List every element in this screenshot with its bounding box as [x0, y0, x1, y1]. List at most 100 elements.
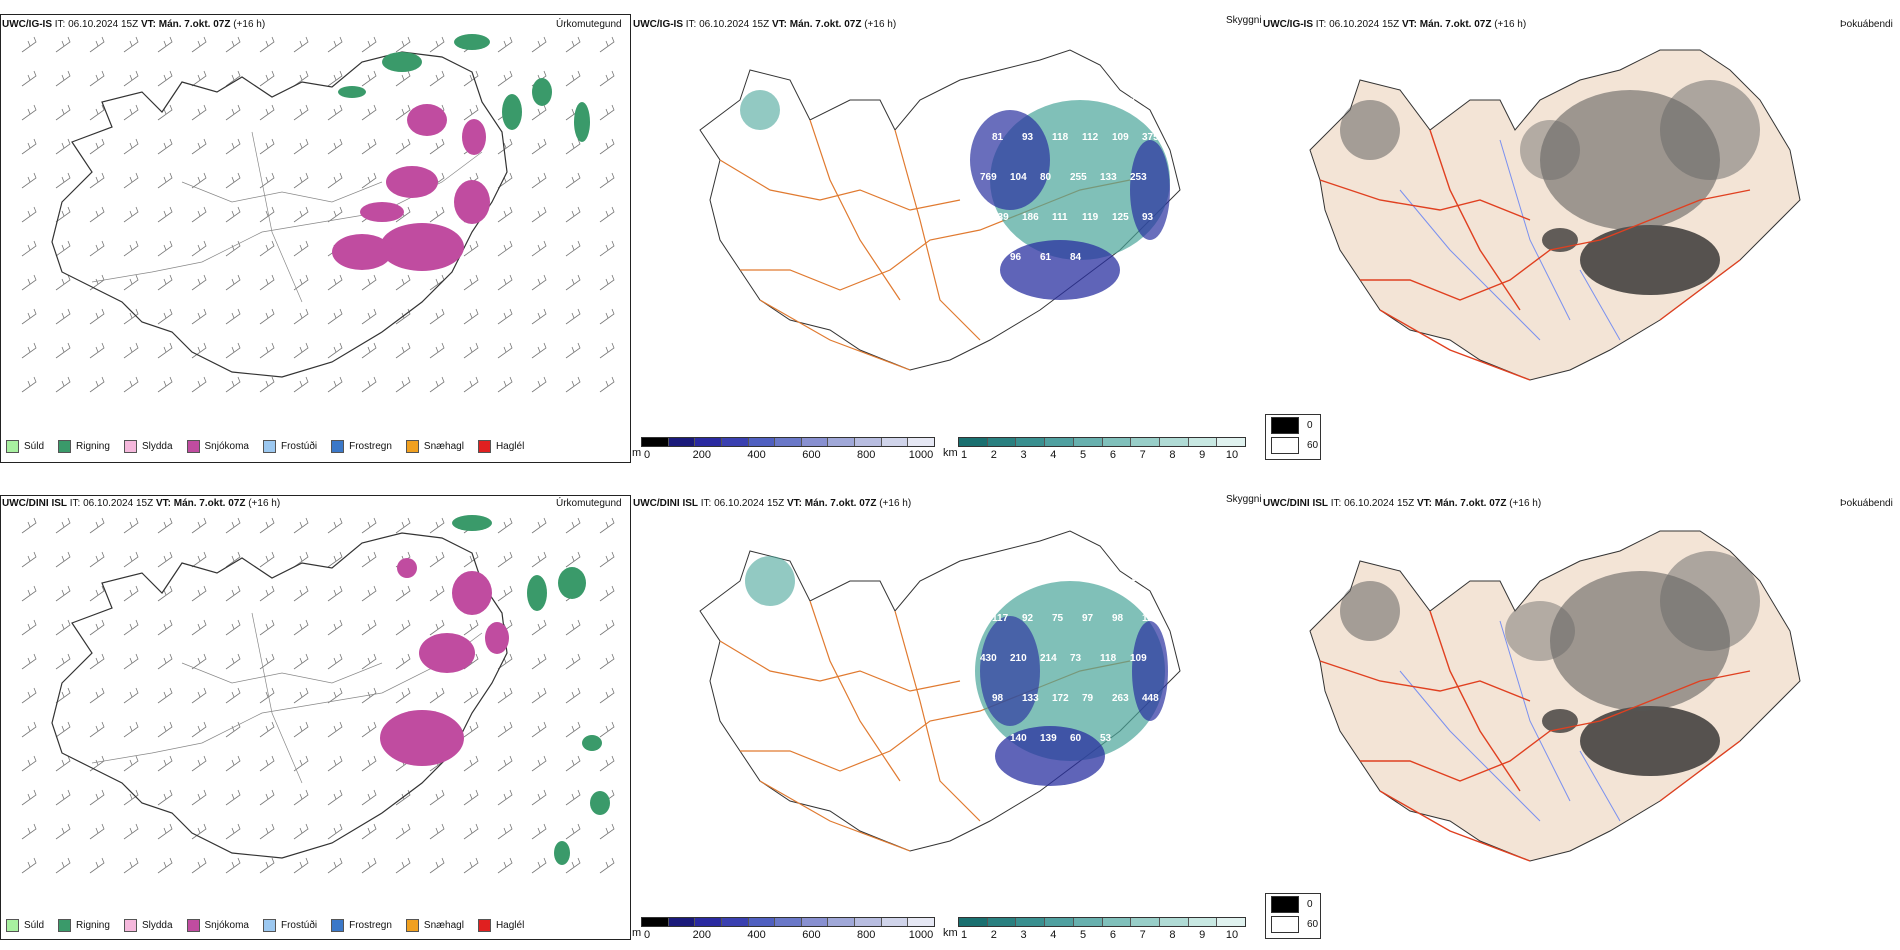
wind-barb — [89, 138, 105, 155]
colorbar-cell — [987, 438, 1017, 446]
wind-barb — [327, 619, 343, 636]
visibility-value-label: 109 — [1130, 653, 1147, 664]
fog-shading — [1340, 551, 1760, 776]
wind-barb — [463, 104, 479, 121]
row-1: UWC/IG-IS IT: 06.10.2024 15Z VT: Mán. 7.… — [0, 14, 1893, 463]
wind-barb — [89, 308, 105, 325]
wind-barb — [55, 551, 71, 568]
wind-barb — [157, 687, 173, 704]
it-value: 06.10.2024 15Z — [1344, 498, 1415, 509]
wind-barb — [531, 240, 547, 257]
wind-barb — [293, 240, 309, 257]
wind-barb — [429, 517, 445, 534]
wind-barb — [293, 70, 309, 87]
wind-barb — [395, 36, 411, 53]
colorbar-ticks: 0 200 400 600 800 1000 — [641, 447, 935, 461]
wind-barb — [259, 274, 275, 291]
wind-barb — [55, 308, 71, 325]
wind-barb — [361, 585, 377, 602]
wind-barb — [327, 585, 343, 602]
fog-legend: 0 60 — [1265, 893, 1321, 939]
colorbar-tick-label: 0 — [643, 449, 651, 461]
wind-barb — [123, 857, 139, 874]
wind-barb — [293, 687, 309, 704]
model-name: UWC/IG-IS — [1263, 19, 1313, 30]
wind-barb — [395, 857, 411, 874]
wind-barb — [327, 857, 343, 874]
colorbar-cells — [641, 917, 935, 927]
wind-barb — [259, 789, 275, 806]
visibility-value-label: 81 — [992, 132, 1004, 143]
colorbar-tick-label: 7 — [1139, 929, 1146, 941]
colorbar-cell — [1045, 438, 1074, 446]
wind-barb — [21, 138, 37, 155]
colorbar-tick-label: 800 — [857, 449, 876, 461]
visibility-value-label: 118 — [1052, 132, 1069, 143]
precip-map — [21, 34, 615, 393]
wind-barb — [497, 342, 513, 359]
colorbar-cell — [855, 918, 882, 926]
wind-barb — [531, 274, 547, 291]
colorbar-tick-label: 10 — [1225, 449, 1239, 461]
wind-barb — [327, 721, 343, 738]
wind-barb — [225, 240, 241, 257]
lead-time: (+16 h) — [233, 19, 266, 30]
fog-legend-item: 0 — [1266, 894, 1320, 914]
colorbar-cell — [959, 918, 988, 926]
colorbar-cell — [642, 918, 669, 926]
wind-barb — [463, 823, 479, 840]
visibility-value-label: 140 — [1010, 733, 1027, 744]
vt-label: VT: — [786, 498, 802, 509]
wind-barb — [599, 585, 615, 602]
colorbar-cell — [1159, 918, 1189, 926]
rivers — [1399, 139, 1621, 341]
model-name: UWC/IG-IS — [633, 19, 683, 30]
wind-barb — [225, 36, 241, 53]
visibility-value-label: 172 — [1052, 693, 1069, 704]
legend-item: Rigning — [58, 440, 110, 453]
model-name: UWC/DINI ISL — [1263, 498, 1328, 509]
visibility-value-label: 139 — [1040, 733, 1057, 744]
vis-title-line: UWC/DINI ISL IT: 06.10.2024 15Z VT: Mán.… — [633, 498, 911, 509]
wind-barb — [123, 755, 139, 772]
wind-barb — [225, 857, 241, 874]
visibility-value-label: 80 — [1040, 172, 1052, 183]
wind-barb — [191, 653, 207, 670]
wind-barb — [463, 70, 479, 87]
visibility-value-label: 75 — [1052, 613, 1064, 624]
wind-barb — [327, 104, 343, 121]
wind-barb — [123, 721, 139, 738]
vt-value: Mán. 7.okt. 07Z — [789, 19, 862, 30]
wind-barb — [89, 653, 105, 670]
visibility-value-label: 94 — [1070, 573, 1082, 584]
visibility-value-label: 92 — [980, 573, 992, 584]
wind-barb — [565, 653, 581, 670]
wind-barb — [259, 517, 275, 534]
visibility-value-label: 100 — [1010, 92, 1027, 103]
wind-barb — [327, 138, 343, 155]
legend-label: Snæhagl — [423, 920, 464, 931]
wind-barb — [55, 138, 71, 155]
low-visibility-areas — [745, 556, 1168, 786]
colorbar-cell — [1159, 438, 1189, 446]
wind-barb — [89, 517, 105, 534]
colorbar-tick-label: 400 — [747, 449, 766, 461]
visibility-value-label: 448 — [1142, 693, 1159, 704]
colorbar-cells — [958, 437, 1246, 447]
wind-barb — [157, 138, 173, 155]
legend-label: Slydda — [141, 920, 173, 931]
fog-panel-title: Þokuábendi — [1840, 498, 1893, 509]
wind-barb — [191, 619, 207, 636]
wind-barb — [395, 517, 411, 534]
wind-barb — [55, 70, 71, 87]
it-label: IT: — [54, 19, 66, 30]
wind-barb — [191, 138, 207, 155]
wind-barb — [463, 687, 479, 704]
visibility-value-label: 79 — [1082, 693, 1094, 704]
wind-barb — [157, 857, 173, 874]
wind-barb — [21, 36, 37, 53]
wind-barb — [259, 172, 275, 189]
fog-legend-item: 60 — [1266, 914, 1320, 934]
wind-barb — [191, 687, 207, 704]
wind-barb — [293, 789, 309, 806]
